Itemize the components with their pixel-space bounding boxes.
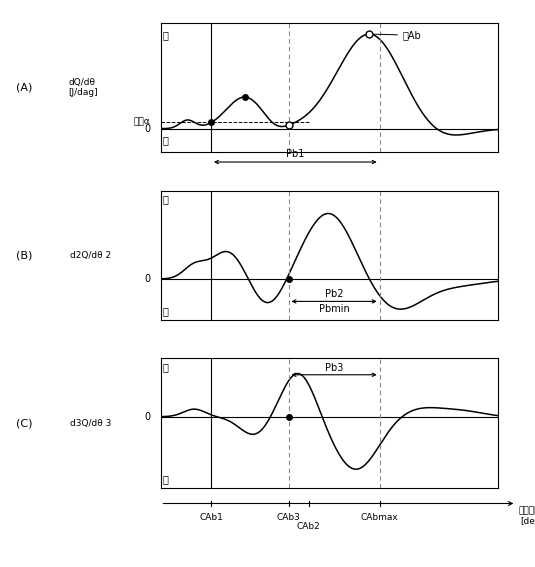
Text: 0: 0: [144, 412, 150, 422]
Text: Pb1: Pb1: [286, 149, 304, 159]
Text: dQ/dθ
[J/dag]: dQ/dθ [J/dag]: [68, 78, 98, 97]
Text: (A): (A): [16, 82, 33, 92]
Text: クランク角
[deg]: クランク角 [deg]: [519, 506, 535, 526]
Text: CAb1: CAb1: [199, 513, 223, 522]
Text: 正: 正: [162, 362, 168, 373]
Text: Pb3: Pb3: [325, 362, 343, 373]
Text: 0: 0: [144, 124, 150, 134]
Text: 0: 0: [144, 274, 150, 284]
Text: Pbmin: Pbmin: [319, 304, 349, 314]
Text: 正: 正: [162, 194, 168, 205]
Text: 負: 負: [162, 474, 168, 484]
Text: CAb3: CAb3: [277, 513, 301, 522]
Text: 負: 負: [162, 306, 168, 316]
Text: 負: 負: [162, 136, 168, 145]
Text: Pb2: Pb2: [325, 289, 343, 299]
Text: 正: 正: [162, 30, 168, 40]
Text: (C): (C): [16, 418, 33, 428]
Text: d2Q/dθ 2: d2Q/dθ 2: [71, 251, 111, 260]
Text: 点Ab: 点Ab: [372, 30, 422, 40]
Text: (B): (B): [16, 250, 33, 260]
Text: CAbmax: CAbmax: [361, 513, 399, 522]
Text: d3Q/dθ 3: d3Q/dθ 3: [70, 418, 112, 428]
Text: 閾値α: 閾値α: [134, 117, 150, 126]
Text: CAb2: CAb2: [297, 522, 320, 531]
